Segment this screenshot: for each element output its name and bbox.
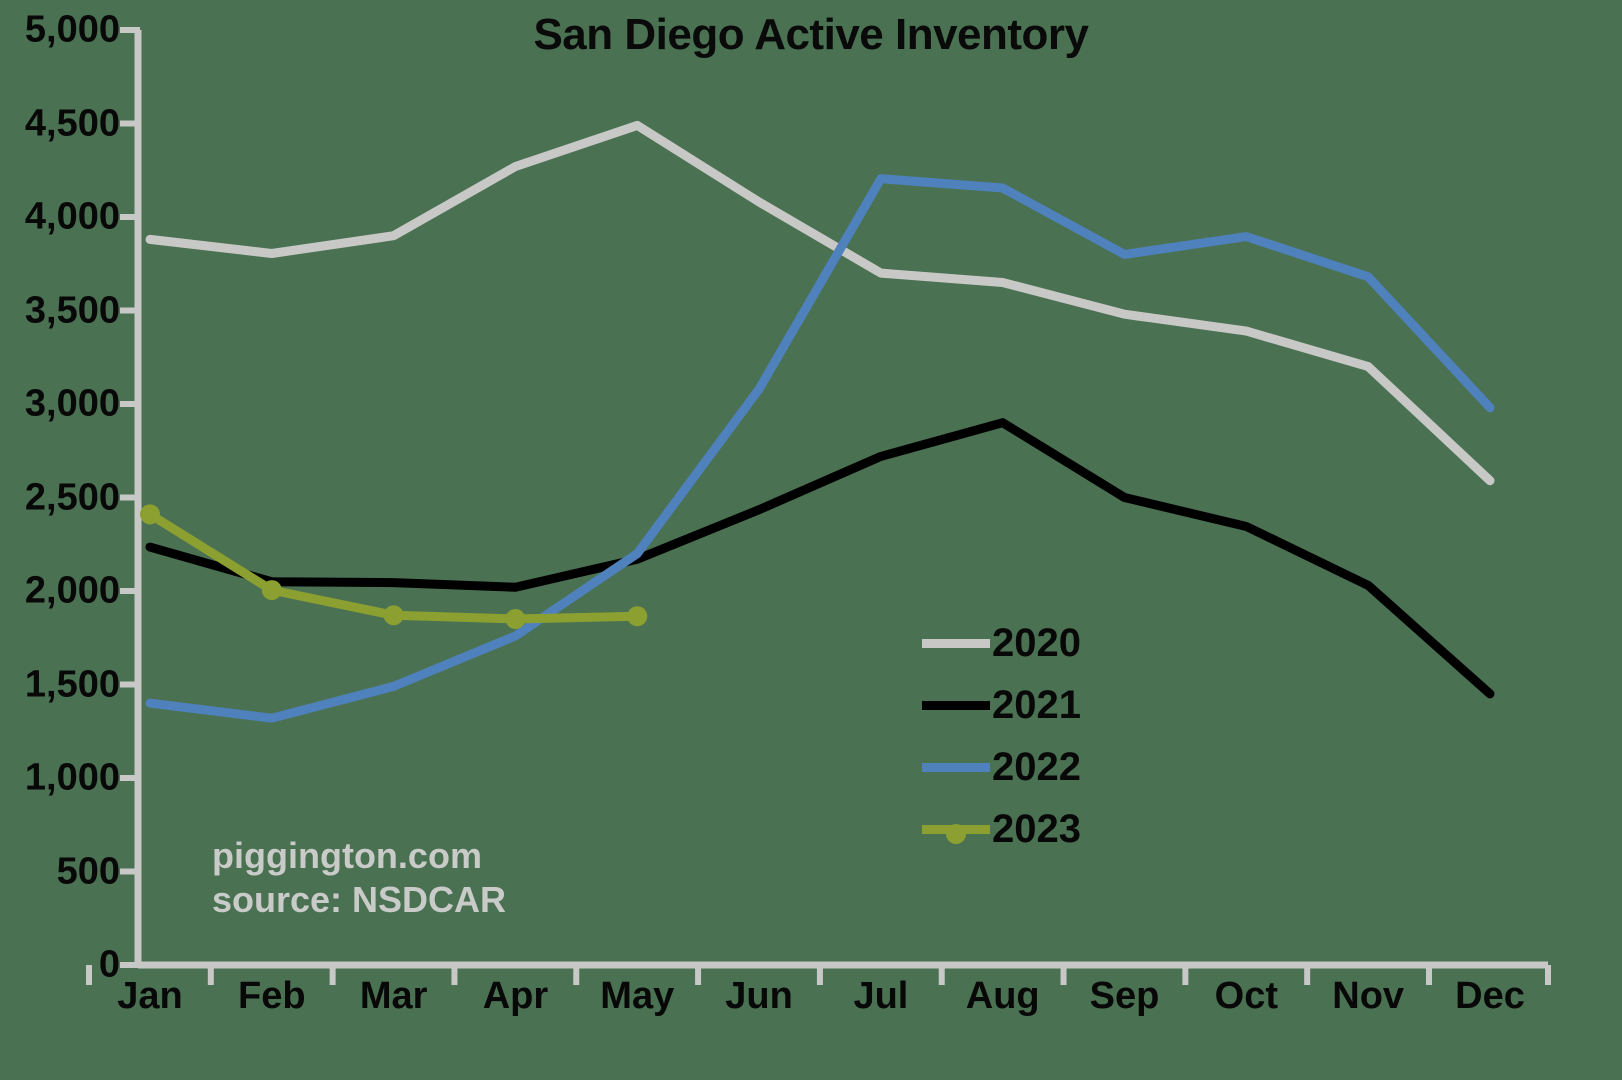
watermark-line-2: source: NSDCAR [212,878,507,920]
legend-item-2023[interactable]: 2023 [922,798,1182,860]
x-axis-label-apr: Apr [482,975,549,1017]
legend-item-2020[interactable]: 2020 [922,612,1182,674]
x-axis-label-sep: Sep [1089,975,1160,1017]
legend-label-2021: 2021 [992,683,1081,727]
legend-label-2023: 2023 [992,807,1081,851]
legend-label-2020: 2020 [992,621,1081,665]
y-axis-label: 3,000 [24,382,120,425]
x-axis-label-mar: Mar [359,975,428,1017]
y-axis-label: 4,000 [24,195,120,238]
series-line-2022 [145,174,1495,723]
series-line-2020 [145,120,1495,486]
legend-swatch-2022 [922,762,990,772]
y-axis-label: 4,500 [24,102,120,144]
x-axis-label-feb: Feb [238,975,306,1017]
y-axis-label: 2,500 [24,476,120,518]
chart-series-layer [140,120,1495,723]
series-marker-2023 [140,504,160,525]
series-line-2021 [145,418,1495,699]
y-axis-label: 5,000 [24,8,120,51]
x-axis-label-jul: Jul [853,975,909,1017]
y-axis-label: 3,500 [24,289,120,331]
watermark-line-1: piggington.com [212,835,482,876]
legend-item-2022[interactable]: 2022 [922,736,1182,798]
x-axis-label-aug: Aug [965,975,1040,1017]
legend-marker-icon-2023 [946,823,966,844]
legend-swatch-2023 [922,823,990,844]
y-axis-label: 0 [98,943,120,986]
y-axis-label: 2,000 [24,569,120,612]
x-axis-label-dec: Dec [1455,975,1525,1017]
legend-swatch-2020 [922,638,990,648]
legend-swatch-2021 [922,700,990,710]
page-title: San Diego Active Inventory [533,10,1089,59]
x-axis-label-may: May [600,975,675,1017]
legend-item-2021[interactable]: 2021 [922,674,1182,736]
x-axis-label-nov: Nov [1332,975,1405,1017]
y-axis-label: 1,000 [24,756,120,799]
series-marker-2023 [627,606,648,627]
chart-axes [86,27,1551,985]
x-axis-label-jun: Jun [725,975,793,1017]
x-axis-label-jan: Jan [117,975,183,1017]
legend-label-2022: 2022 [992,745,1081,789]
chart-legend: 2020 2021 2022 2023 [922,612,1182,860]
watermark-credit: piggington.com source: NSDCAR [212,834,506,922]
y-axis-label: 1,500 [24,663,120,705]
x-axis-label-oct: Oct [1214,975,1279,1017]
y-axis-label: 500 [56,850,120,892]
series-marker-2023 [505,609,526,630]
series-marker-2023 [383,605,404,626]
series-marker-2023 [261,580,282,601]
